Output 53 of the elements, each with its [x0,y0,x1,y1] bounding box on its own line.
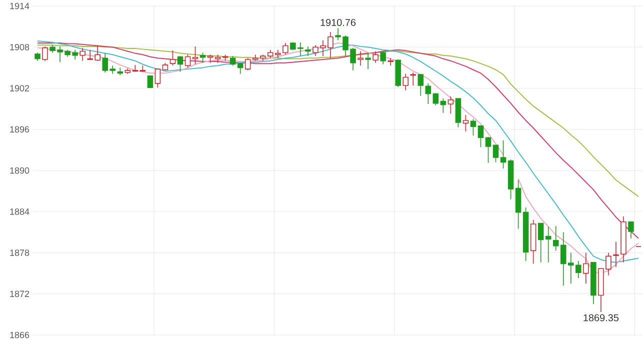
y-tick-label: 1902 [10,85,30,92]
candlestick [410,72,416,86]
candlestick [402,73,408,91]
y-tick-label: 1908 [10,44,30,50]
candlestick [462,114,469,132]
candlestick [110,65,116,74]
candlestick [552,226,559,252]
candlestick [478,124,484,148]
candlestick [184,54,191,68]
annotation: 1910.76 [320,18,356,26]
candlestick [492,144,499,163]
candlestick [440,98,446,114]
candlestick [170,50,176,66]
candlestick [418,73,424,96]
candlestick [583,252,589,284]
candlestick [244,58,251,71]
annotation: 1869.35 [584,314,619,322]
candlestick [455,98,462,128]
y-tick-label: 1884 [10,208,30,215]
candlestick [80,47,86,62]
candlestick [628,222,634,239]
candlestick [372,50,378,64]
y-tick-label: 1896 [10,126,30,133]
candlestick [388,58,394,66]
y-tick-label: 1890 [10,167,30,174]
candlestick [365,52,371,70]
candlestick [613,241,619,268]
y-tick-label: 1914 [10,2,30,10]
candlestick [200,52,206,64]
candlestick [102,52,108,73]
candlestick [282,42,288,56]
candlestick [177,56,184,72]
y-tick-label: 1866 [10,332,30,338]
y-tick-label: 1872 [10,290,30,298]
candlestick [448,96,454,114]
y-tick-label: 1878 [10,250,30,256]
candlestick [154,68,161,88]
candlestick [515,180,522,230]
candlestick [432,92,439,106]
candlestick [500,140,506,169]
candlestick [425,83,432,104]
candlestick [42,46,48,62]
candlestick [380,50,386,65]
candlestick [358,50,364,66]
candlestick [545,226,552,263]
candlestick [117,67,124,76]
candlestick [147,74,154,88]
candlestick [485,136,492,164]
candlestick [230,56,236,66]
candlestick [192,46,198,65]
candlestick [538,222,544,263]
candlestick [470,118,476,136]
candlestick [305,46,311,56]
